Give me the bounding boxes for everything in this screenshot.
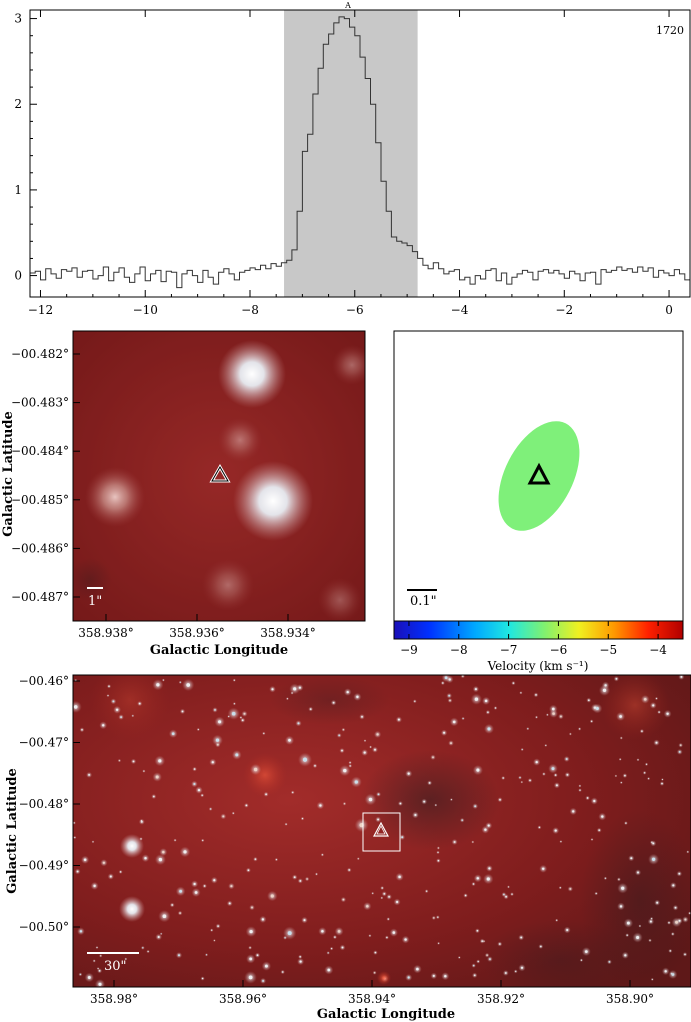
wide-x-axis-label: Galactic Longitude [317, 1007, 455, 1022]
spectrum-x-tick-label: −6 [346, 303, 364, 317]
velocity-colorbar [393, 620, 684, 640]
wide-y-tick-label: −00.48° [19, 797, 69, 811]
wide-x-tick-label: 358.96° [219, 992, 267, 1006]
colorbar-ticks [408, 621, 659, 639]
spectrum-y-tick-label: 1 [14, 183, 22, 197]
colorbar-tick-label: −9 [400, 643, 418, 657]
spectrum-marker: A [344, 1, 351, 10]
colorbar-tick-label: −4 [649, 643, 667, 657]
spectrum-x-tick-label: −2 [555, 303, 573, 317]
spectrum-x-tick-label: −8 [241, 303, 259, 317]
zoom-region-box [362, 812, 401, 852]
wide-x-tick-label: 358.98° [90, 992, 138, 1006]
spectrum-ticks [30, 10, 670, 297]
source-marker-velocity [527, 462, 551, 485]
colorbar-label: Velocity (km s⁻¹) [487, 659, 589, 673]
zoom-image [73, 331, 365, 621]
wide-scale-label: 30" [104, 959, 127, 974]
spectrum-chart: −12 −10 −8 −6 −4 −2 0 0 1 2 3 1720 A [14, 1, 691, 317]
spectrum-x-tick-label: −10 [133, 303, 158, 317]
source-marker-wide [372, 821, 390, 837]
wide-field-image [73, 675, 691, 987]
wide-x-tick-label: 358.90° [606, 992, 654, 1006]
zoom-x-tick-label: 358.936° [169, 626, 225, 640]
colorbar-tick-labels: −9 −8 −7 −6 −5 −4 [400, 643, 667, 657]
colorbar-tick-label: −8 [450, 643, 468, 657]
zoom-x-tick-label: 358.938° [78, 626, 134, 640]
wide-y-tick-label: −00.47° [19, 736, 69, 750]
zoom-x-tick-label: 358.934° [260, 626, 316, 640]
maser-spot [498, 421, 580, 531]
wide-frame [72, 674, 691, 988]
spectrum-frame [29, 9, 691, 298]
wide-x-tick-label: 358.92° [477, 992, 525, 1006]
colorbar-tick-label: −6 [550, 643, 568, 657]
velocity-map-panel: 0.1" −9 −8 −7 −6 −5 −4 Velocity (km s⁻¹) [393, 330, 684, 673]
colorbar-tick-label: −7 [500, 643, 518, 657]
wide-y-tick-label: −00.49° [19, 859, 69, 873]
spectrum-y-tick-label: 2 [14, 97, 22, 111]
wide-y-tick-label: −00.46° [19, 674, 69, 688]
spectrum-x-tick-labels: −12 −10 −8 −6 −4 −2 0 [28, 303, 673, 317]
zoom-y-tick-label: −00.486° [11, 541, 69, 555]
spectrum-y-tick-label: 3 [14, 12, 22, 26]
spectrum-y-tick-labels: 0 1 2 3 [14, 12, 22, 283]
wide-ticks [73, 680, 631, 987]
zoom-y-tick-label: −00.487° [11, 590, 69, 604]
velocity-window-shading [284, 10, 418, 297]
wide-y-tick-labels: −00.46° −00.47° −00.48° −00.49° −00.50° [19, 674, 69, 934]
spectrum-y-tick-label: 0 [14, 269, 22, 283]
spectrum-x-tick-label: −12 [28, 303, 53, 317]
wide-y-axis-label: Galactic Latitude [5, 768, 20, 894]
wide-x-tick-labels: 358.98° 358.96° 358.94° 358.92° 358.90° [90, 992, 654, 1006]
spectrum-x-tick-label: −4 [451, 303, 469, 317]
colorbar-tick-label: −5 [599, 643, 617, 657]
wide-y-tick-label: −00.50° [19, 920, 69, 934]
spectrum-line [30, 16, 690, 289]
spectrum-x-tick-label: 0 [665, 303, 673, 317]
zoom-scale-label: 1" [88, 594, 102, 609]
zoom-x-axis-label: Galactic Longitude [150, 643, 288, 658]
zoom-y-tick-labels: −00.482° −00.483° −00.484° −00.485° −00.486°… [11, 347, 69, 604]
wide-field-panel: 30" 358.98° 358.96° 358.94° 358.92° 358.90° … [5, 674, 691, 1022]
zoom-y-tick-label: −00.485° [11, 493, 69, 507]
zoom-y-axis-label: Galactic Latitude [1, 411, 16, 537]
zoom-x-tick-labels: 358.938° 358.936° 358.934° [78, 626, 316, 640]
zoom-ticks [73, 353, 289, 621]
velocity-scale-label: 0.1" [410, 594, 437, 609]
zoom-y-tick-label: −00.483° [11, 396, 69, 410]
zoom-image-panel: 1" 358.938° 358.936° 358.934° −00.482°−00.… [1, 330, 366, 658]
zoom-y-tick-label: −00.482° [11, 347, 69, 361]
zoom-frame [72, 330, 366, 622]
zoom-y-tick-label: −00.484° [11, 444, 69, 458]
source-marker-zoom [209, 463, 231, 483]
wide-x-tick-label: 358.94° [348, 992, 396, 1006]
spectrum-label: 1720 [656, 24, 684, 37]
